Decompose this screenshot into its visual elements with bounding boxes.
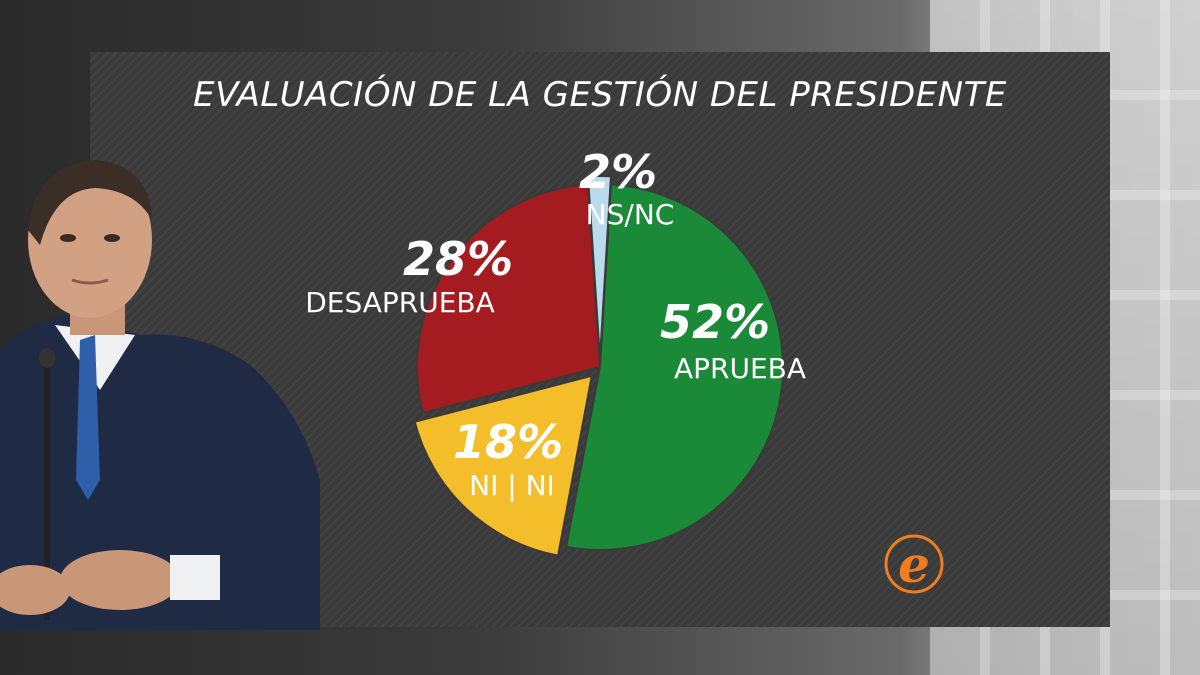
slice-name-label: NI | NI xyxy=(469,469,555,502)
slice-name-label: NS/NC xyxy=(586,198,675,231)
slice-name-label: DESAPRUEBA xyxy=(305,286,495,319)
slice-value-label: 28% xyxy=(403,232,513,286)
slice-name-label: APRUEBA xyxy=(674,352,806,385)
logo-letter: e xyxy=(898,535,930,594)
pie-slice-ni-ni xyxy=(413,374,594,557)
pie-slice-desaprueba xyxy=(416,183,602,415)
presenter-photo xyxy=(0,160,320,630)
slice-value-label: 18% xyxy=(453,415,563,469)
chart-title: EVALUACIÓN DE LA GESTIÓN DEL PRESIDENTE xyxy=(193,75,1007,115)
pie-slice-aprueba xyxy=(565,183,784,551)
slice-value-label: 52% xyxy=(660,295,770,349)
slice-value-label: 2% xyxy=(579,145,657,199)
pie-slice-ns-nc xyxy=(586,175,613,360)
network-logo: e xyxy=(884,534,944,594)
